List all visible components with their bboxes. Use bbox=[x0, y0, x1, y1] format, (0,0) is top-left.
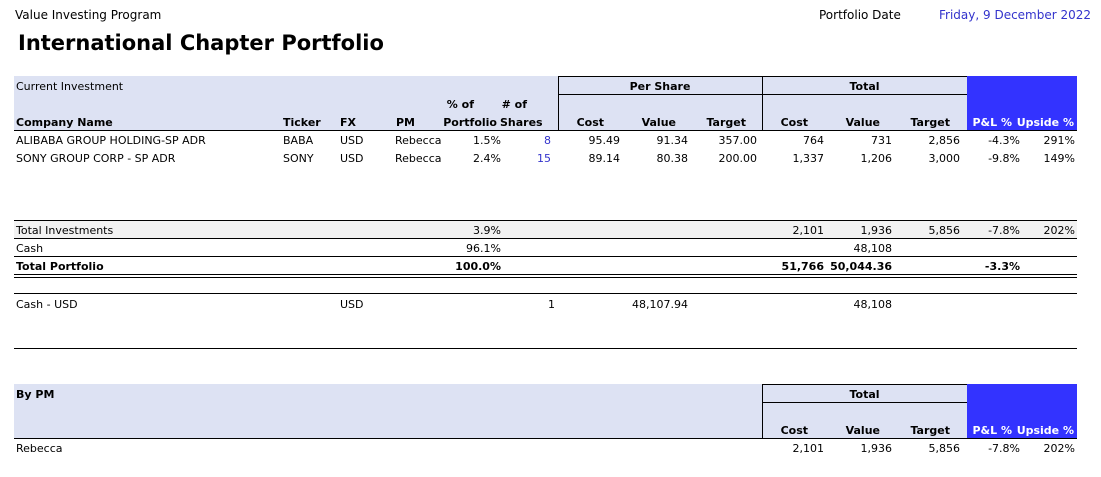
pm: Rebecca bbox=[395, 152, 442, 165]
pm: Rebecca bbox=[395, 134, 442, 147]
col-header-company: Company Name bbox=[16, 116, 113, 129]
company-name: ALIBABA GROUP HOLDING-SP ADR bbox=[16, 134, 206, 147]
cash-detail-value: 48,107.94 bbox=[632, 298, 688, 311]
table2-col-header-value: Value bbox=[845, 424, 880, 437]
table2-group-header-total: Total bbox=[849, 388, 880, 401]
col-header-pl: P&L % bbox=[972, 116, 1012, 129]
table2-col-header-cost: Cost bbox=[780, 424, 808, 437]
portfolio-date-label: Portfolio Date bbox=[819, 8, 901, 22]
group-header-per-share: Per Share bbox=[629, 80, 691, 93]
total-investments-target: 5,856 bbox=[928, 224, 961, 237]
total-portfolio-pct: 100.0% bbox=[455, 260, 501, 273]
col-header-t-value: Value bbox=[845, 116, 880, 129]
cash-value: 48,108 bbox=[853, 242, 893, 255]
ps-cost: 89.14 bbox=[588, 152, 621, 165]
total-investments-upside: 202% bbox=[1043, 224, 1075, 237]
ps-target: 200.00 bbox=[718, 152, 758, 165]
program-name: Value Investing Program bbox=[15, 8, 162, 22]
pl-pct: -9.8% bbox=[988, 152, 1020, 165]
pm-name: Rebecca bbox=[16, 442, 63, 455]
fx: USD bbox=[340, 152, 364, 165]
fx: USD bbox=[340, 134, 364, 147]
cash-detail-fx: USD bbox=[340, 298, 364, 311]
ps-value: 80.38 bbox=[656, 152, 689, 165]
pm-target: 5,856 bbox=[928, 442, 961, 455]
t-value: 731 bbox=[871, 134, 892, 147]
table2-col-header-upside: Upside % bbox=[1016, 424, 1074, 437]
pct-portfolio: 1.5% bbox=[473, 134, 501, 147]
table1-header-accent bbox=[967, 76, 1077, 130]
t-target: 2,856 bbox=[928, 134, 961, 147]
col-header-upside: Upside % bbox=[1016, 116, 1074, 129]
t-target: 3,000 bbox=[928, 152, 961, 165]
group-header-total: Total bbox=[849, 80, 880, 93]
table2-header-accent bbox=[967, 384, 1077, 438]
pm-value: 1,936 bbox=[860, 442, 893, 455]
t-cost: 1,337 bbox=[792, 152, 825, 165]
pm-upside: 202% bbox=[1043, 442, 1075, 455]
section-label-by-pm: By PM bbox=[16, 388, 55, 401]
total-investments-cost: 2,101 bbox=[792, 224, 825, 237]
total-investments-pl: -7.8% bbox=[988, 224, 1020, 237]
upside-pct: 291% bbox=[1043, 134, 1075, 147]
ps-target: 357.00 bbox=[718, 134, 758, 147]
company-name: SONY GROUP CORP - SP ADR bbox=[16, 152, 176, 165]
col-header-shares-line1: # of bbox=[501, 98, 527, 111]
col-header-ps-target: Target bbox=[706, 116, 746, 129]
col-header-ticker: Ticker bbox=[283, 116, 321, 129]
total-investments-pct: 3.9% bbox=[473, 224, 501, 237]
pm-pl: -7.8% bbox=[988, 442, 1020, 455]
pl-pct: -4.3% bbox=[988, 134, 1020, 147]
page-title: International Chapter Portfolio bbox=[18, 31, 384, 55]
total-portfolio-value: 50,044.36 bbox=[830, 260, 892, 273]
col-header-pct-line2: Portfolio bbox=[443, 116, 497, 129]
total-investments-value: 1,936 bbox=[860, 224, 893, 237]
portfolio-date-value: Friday, 9 December 2022 bbox=[939, 8, 1092, 22]
table1-header-band bbox=[14, 76, 967, 130]
t-cost: 764 bbox=[803, 134, 824, 147]
col-header-pm: PM bbox=[396, 116, 416, 129]
col-header-t-target: Target bbox=[910, 116, 950, 129]
col-header-shares-line2: Shares bbox=[500, 116, 543, 129]
shares: 8 bbox=[544, 134, 551, 147]
cash-pct: 96.1% bbox=[466, 242, 501, 255]
cash-label: Cash bbox=[16, 242, 44, 255]
col-header-fx: FX bbox=[340, 116, 356, 129]
col-header-ps-cost: Cost bbox=[576, 116, 604, 129]
upside-pct: 149% bbox=[1043, 152, 1075, 165]
col-header-ps-value: Value bbox=[641, 116, 676, 129]
table2-col-header-target: Target bbox=[910, 424, 950, 437]
ticker: BABA bbox=[283, 134, 314, 147]
col-header-t-cost: Cost bbox=[780, 116, 808, 129]
total-portfolio-cost: 51,766 bbox=[781, 260, 824, 273]
total-portfolio-label: Total Portfolio bbox=[16, 260, 104, 273]
cash-detail-shares: 1 bbox=[548, 298, 555, 311]
ps-value: 91.34 bbox=[656, 134, 689, 147]
shares: 15 bbox=[537, 152, 551, 165]
total-investments-row-bg bbox=[14, 221, 1077, 238]
cash-detail-label: Cash - USD bbox=[16, 298, 78, 311]
ps-cost: 95.49 bbox=[588, 134, 621, 147]
table2-col-header-pl: P&L % bbox=[972, 424, 1012, 437]
cash-detail-total-value: 48,108 bbox=[853, 298, 893, 311]
t-value: 1,206 bbox=[860, 152, 893, 165]
table2-header-band bbox=[14, 384, 967, 438]
section-label-current-investment: Current Investment bbox=[16, 80, 124, 93]
pct-portfolio: 2.4% bbox=[473, 152, 501, 165]
pm-cost: 2,101 bbox=[792, 442, 825, 455]
total-portfolio-pl: -3.3% bbox=[984, 260, 1020, 273]
col-header-pct-line1: % of bbox=[446, 98, 474, 111]
ticker: SONY bbox=[283, 152, 314, 165]
total-investments-label: Total Investments bbox=[16, 224, 114, 237]
